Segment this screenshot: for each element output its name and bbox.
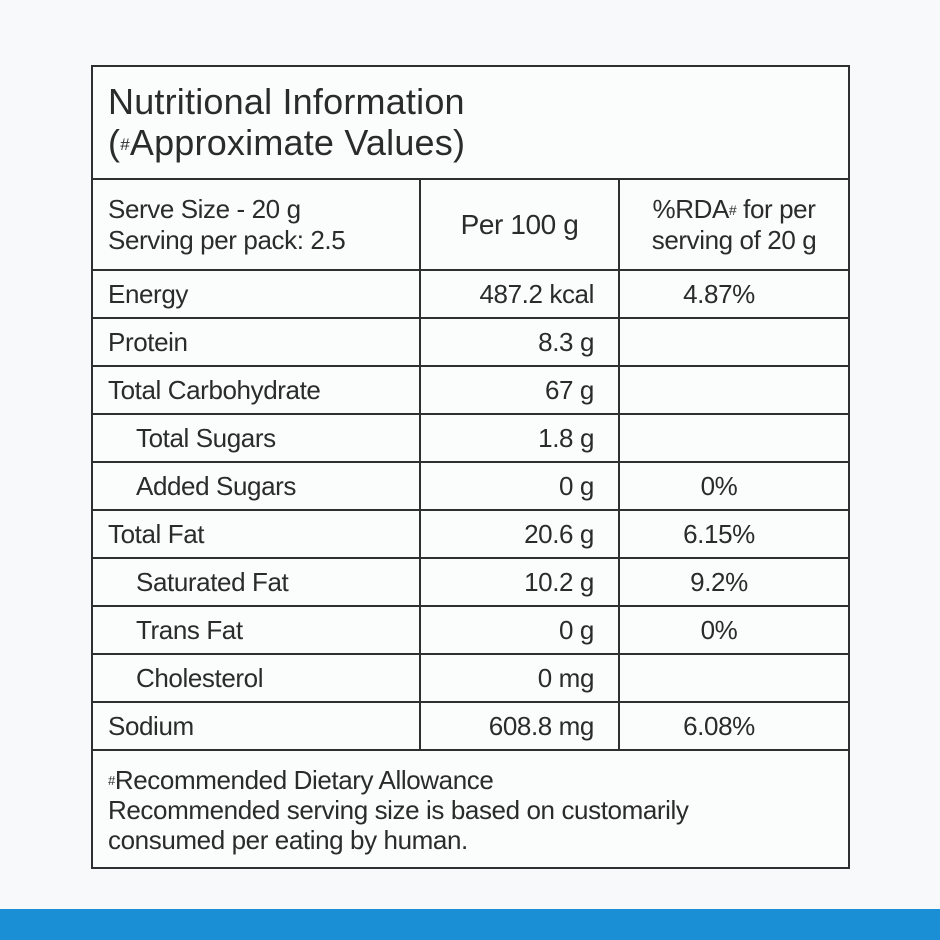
nutrient-rda: 6.15%	[619, 510, 848, 559]
nutrient-rda: 9.2%	[619, 558, 848, 607]
table-row: Added Sugars 0 g 0%	[93, 462, 848, 511]
footnote-line-1: #Recommended Dietary Allowance	[108, 765, 828, 795]
title-line-2-text: Approximate Values)	[129, 122, 466, 163]
table-row: Total Fat 20.6 g 6.15%	[93, 510, 848, 559]
table-header-row: Serve Size - 20 g Serving per pack: 2.5 …	[93, 180, 848, 271]
rda-prefix: %RDA	[652, 193, 730, 224]
table-row: Cholesterol 0 mg	[93, 654, 848, 703]
nutrient-name: Total Fat	[93, 510, 421, 559]
nutrient-per-100g: 10.2 g	[420, 558, 620, 607]
nutrient-rda: 0%	[619, 462, 848, 511]
footnote-line-3: consumed per eating by human.	[108, 825, 468, 855]
panel-title: Nutritional Information (#Approximate Va…	[93, 67, 848, 180]
nutrient-rda	[619, 654, 848, 703]
rda-footnote-mark: #	[728, 201, 737, 218]
title-paren: (	[108, 122, 121, 163]
table-row: Sodium 608.8 mg 6.08%	[93, 702, 848, 751]
nutrient-rda	[619, 414, 848, 463]
table-row: Saturated Fat 10.2 g 9.2%	[93, 558, 848, 607]
header-per-100g: Per 100 g	[420, 180, 620, 271]
table-row: Total Carbohydrate 67 g	[93, 366, 848, 415]
title-line-1: Nutritional Information	[108, 81, 465, 122]
table-row: Energy 487.2 kcal 4.87%	[93, 270, 848, 319]
header-rda-cell: %RDA# for per serving of 20 g	[619, 180, 848, 271]
nutrient-name: Total Sugars	[93, 414, 421, 463]
nutrient-name: Cholesterol	[93, 654, 421, 703]
table-row: Protein 8.3 g	[93, 318, 848, 367]
nutrient-per-100g: 0 g	[420, 462, 620, 511]
footnote-text-1: Recommended Dietary Allowance	[114, 765, 494, 795]
nutrition-table: Serve Size - 20 g Serving per pack: 2.5 …	[93, 180, 848, 751]
nutrient-per-100g: 0 g	[420, 606, 620, 655]
nutrient-per-100g: 67 g	[420, 366, 620, 415]
rda-line-1: %RDA# for per	[620, 194, 848, 225]
rda-line-1-rest: for per	[736, 193, 816, 224]
nutrient-name: Sodium	[93, 702, 421, 751]
nutrition-panel: Nutritional Information (#Approximate Va…	[91, 65, 850, 869]
footnote-line-2: Recommended serving size is based on cus…	[108, 795, 689, 825]
nutrient-rda	[619, 366, 848, 415]
nutrient-name: Saturated Fat	[93, 558, 421, 607]
nutrient-name: Energy	[93, 270, 421, 319]
serve-size: Serve Size - 20 g	[108, 193, 301, 224]
nutrient-rda: 6.08%	[619, 702, 848, 751]
nutrient-per-100g: 608.8 mg	[420, 702, 620, 751]
table-row: Total Sugars 1.8 g	[93, 414, 848, 463]
nutrient-name: Protein	[93, 318, 421, 367]
nutrient-per-100g: 8.3 g	[420, 318, 620, 367]
footnote-mark: #	[108, 773, 115, 788]
nutrient-rda	[619, 318, 848, 367]
title-line-2: (#Approximate Values)	[108, 122, 848, 163]
nutrient-name: Total Carbohydrate	[93, 366, 421, 415]
serving-per-pack: Serving per pack: 2.5	[108, 224, 346, 255]
rda-line-2: serving of 20 g	[651, 224, 817, 255]
nutrient-per-100g: 0 mg	[420, 654, 620, 703]
nutrient-per-100g: 20.6 g	[420, 510, 620, 559]
nutrient-per-100g: 1.8 g	[420, 414, 620, 463]
nutrient-per-100g: 487.2 kcal	[420, 270, 620, 319]
footnote: #Recommended Dietary Allowance Recommend…	[108, 765, 828, 855]
table-row: Trans Fat 0 g 0%	[93, 606, 848, 655]
nutrient-name: Trans Fat	[93, 606, 421, 655]
header-serving-cell: Serve Size - 20 g Serving per pack: 2.5	[93, 180, 421, 271]
title-footnote-mark: #	[120, 135, 130, 154]
nutrient-name: Added Sugars	[93, 462, 421, 511]
nutrient-rda: 4.87%	[619, 270, 848, 319]
nutrient-rda: 0%	[619, 606, 848, 655]
bottom-color-band	[0, 909, 940, 940]
